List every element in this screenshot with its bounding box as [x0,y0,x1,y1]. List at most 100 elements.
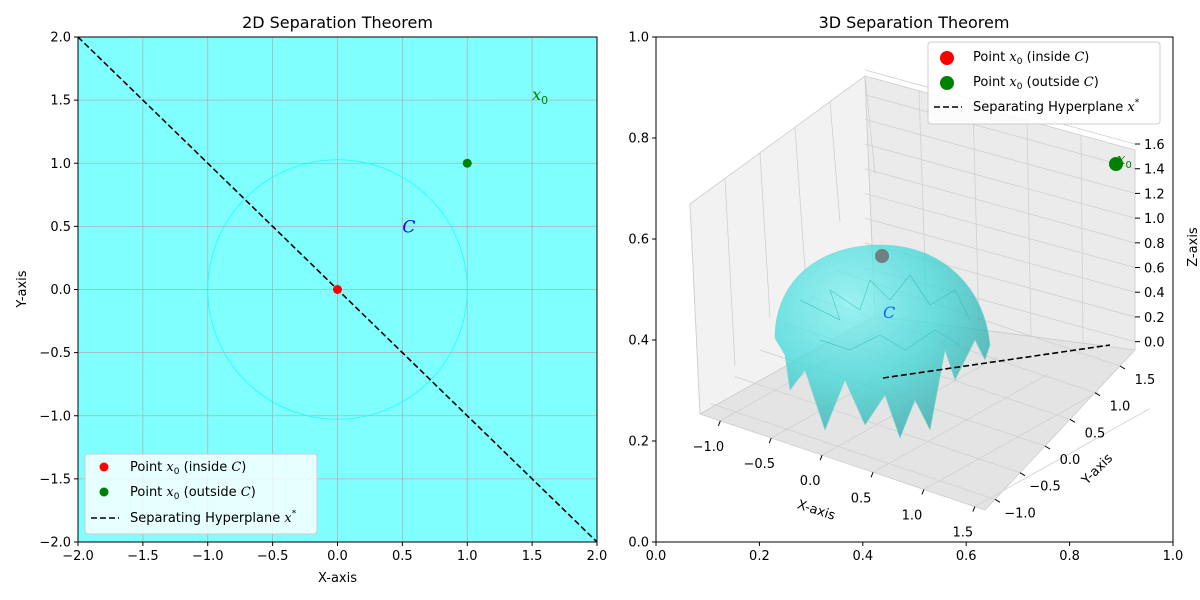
y-tick-label: −1.5 [39,472,71,487]
x3d-tick-mark [972,506,976,512]
right-pane-grid [1026,120,1032,337]
left-pane-grid [759,152,771,319]
x-tick-label: 2.0 [587,549,608,564]
y3d-tick-label: 1.5 [1135,373,1156,388]
x-tick-label: 0.0 [327,549,348,564]
y3d-tick-mark [1019,472,1026,477]
back-grid-z [864,168,1136,244]
back-grid-z [864,217,1136,293]
left-pane-grid [794,127,806,271]
z3d-tick-label: 1.0 [1144,212,1165,227]
z3d-tick-label: 1.6 [1144,138,1165,153]
floor-grid-x [974,408,1151,507]
y3d-tick-mark [994,498,1001,503]
z3d-tick-label: 0.4 [1144,286,1165,301]
outer-y-tick-label: 0.2 [628,435,649,450]
outer-y-tick-label: 0.0 [628,536,649,551]
legend-marker-outside [940,76,954,90]
z3d-tick-label: 1.4 [1144,163,1165,178]
annotation-x0-var: x [532,85,541,104]
annotation-x0-3d: x0 [1117,150,1132,171]
chart-3d-title: 3D Separation Theorem [819,13,1010,32]
point-outside-3d [1109,157,1123,171]
floor-grid-y [709,402,996,500]
z3d-tick-label: 0.8 [1144,237,1165,252]
outer-y-tick-label: 0.6 [628,233,649,248]
point-outside [462,158,472,168]
x3d-tick-mark [819,454,823,461]
z3d-tick-label: 1.2 [1144,187,1165,202]
x-tick-label: −0.5 [257,549,289,564]
back-grid-z [864,193,1136,268]
back-grid-z [864,119,1136,194]
annotation-c-3d: C [883,303,895,322]
left-pane-grid [724,178,736,367]
set-c-hemisphere [774,244,991,439]
left-pane-grid [829,101,841,223]
outer-x-tick-label: 1.0 [1163,549,1184,564]
chart-2d-title: 2D Separation Theorem [242,13,433,32]
x-tick-label: 1.5 [522,549,543,564]
x-axis-label: X-axis [318,571,357,586]
chart-2d: 2D Separation Theorem C x0 −2.0 −1.5 −1.0−… [15,13,607,586]
back-grid-z [864,143,1136,219]
y3d-tick-mark [1044,445,1051,450]
y-tick-label: 1.0 [50,157,71,172]
tick-marks: −2.0 −1.5 −1.0 −0.5 0.0 0.5 1.0 1.5 2.0 −2.0 −1.5 −… [39,31,607,565]
y3d-tick-mark [1069,418,1076,423]
legend-label-hyperplane: Separating Hyperplane x* [130,509,297,526]
chart-3d: 3D Separation Theorem 0.0 0.2 0.4 0.6 0.8 1.0… [628,13,1200,564]
y3d-tick-mark [1094,392,1101,397]
set-c-circle [207,159,468,420]
x3d-tick-mark [717,420,721,427]
z3d-tick-label: 0.6 [1144,262,1165,277]
y3d-tick-label: −0.5 [1029,480,1061,495]
x-tick-label: −1.5 [127,549,159,564]
left-pane-grid [864,75,876,175]
outer-x-tick-label: 0.6 [956,549,977,564]
z-axis-label-3d: Z-axis [1186,227,1200,267]
legend-2d: Point x0 (inside C) Point x0 (outside C)… [84,453,318,535]
outer-x-tick-label: 0.0 [646,549,667,564]
x3d-tick-mark [870,472,874,478]
y3d-tick-label: 0.5 [1085,426,1106,441]
z3d-tick-label: 0.2 [1144,311,1165,326]
back-grid-z [864,94,1136,170]
y3d-tick-label: 1.0 [1110,400,1131,415]
x3d-tick-label: −1.0 [693,440,725,455]
legend-label-inside: Point x0 (inside C) [973,50,1089,67]
y-axis-label: Y-axis [15,270,30,308]
outer-x-tick-label: 0.2 [749,549,770,564]
legend-marker-inside [99,462,109,472]
legend-label-hyperplane: Separating Hyperplane x* [973,98,1140,115]
legend-label-inside: Point x0 (inside C) [130,460,246,477]
legend-label-outside: Point x0 (outside C) [130,485,256,502]
y3d-tick-mark [1119,365,1126,370]
x3d-tick-label: 1.0 [902,508,923,523]
legend-label-outside: Point x0 (outside C) [973,75,1099,92]
floor-grid-y [734,376,1021,474]
x3d-tick-label: 0.5 [851,491,872,506]
separating-hyperplane-line-3d [882,344,1111,379]
x3d-tick-label: 0.0 [800,474,821,489]
x-tick-label: −2.0 [62,549,94,564]
x-tick-label: 1.0 [457,549,478,564]
outer-y-tick-label: 0.4 [628,334,649,349]
right-pane-grid [1080,135,1084,344]
y-tick-label: −1.0 [39,409,71,424]
outer-y-tick-label: 1.0 [628,31,649,46]
point-inside [333,285,342,294]
annotation-x0-sub: 0 [541,94,548,107]
hemisphere-facets [799,274,971,351]
y-tick-label: 0.5 [50,220,71,235]
x3d-tick-label: −0.5 [743,457,775,472]
y-tick-label: −2.0 [39,536,71,551]
legend-3d: Point x0 (inside C) Point x0 (outside C)… [927,41,1161,125]
y-tick-label: 1.5 [50,94,71,109]
outer-x-tick-label: 0.4 [852,549,873,564]
hemisphere-body [774,244,991,439]
x3d-tick-mark [768,437,772,444]
y-tick-label: 0.0 [50,283,71,298]
legend-marker-outside [99,487,109,497]
